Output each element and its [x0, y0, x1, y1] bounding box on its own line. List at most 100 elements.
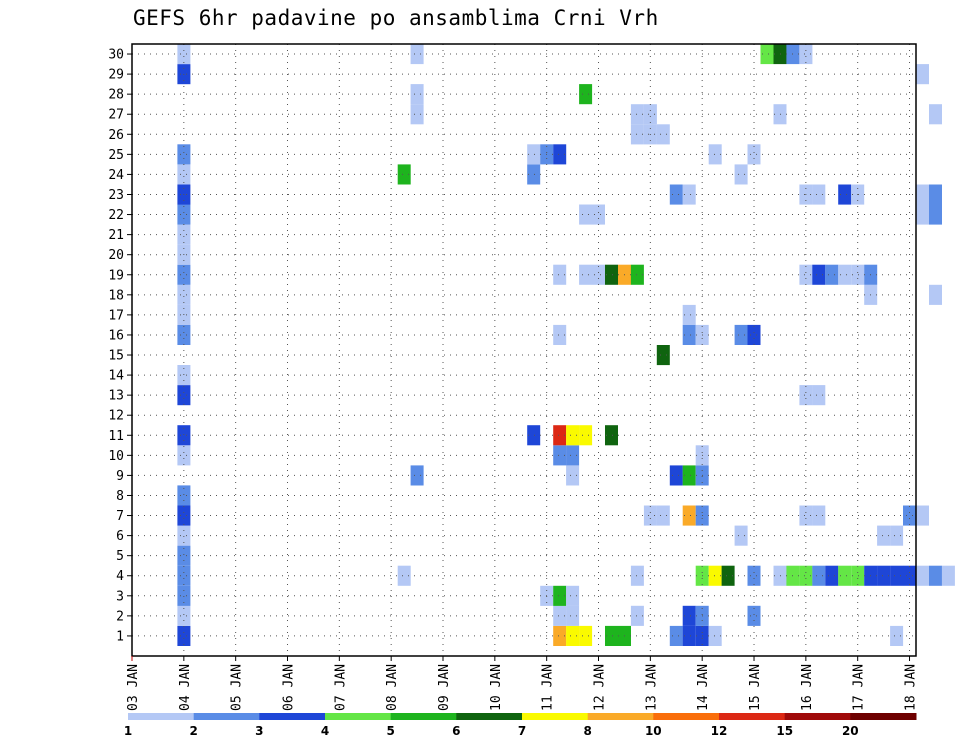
precip-cell	[929, 204, 942, 225]
precip-cell	[656, 505, 670, 526]
precip-cell	[682, 184, 696, 205]
x-tick-label: 03 JAN	[126, 664, 141, 711]
y-tick-label: 3	[116, 589, 124, 604]
y-tick-label: 20	[108, 248, 124, 263]
legend-label: 4	[321, 724, 329, 738]
precip-cell	[941, 565, 955, 586]
precip-cell	[410, 465, 424, 486]
legend-label: 6	[452, 724, 460, 738]
legend-swatch	[587, 713, 654, 720]
legend-label: 2	[190, 724, 198, 738]
precip-cell	[929, 104, 942, 125]
grid-layer	[131, 44, 916, 656]
precip-cell	[643, 104, 657, 125]
precip-cell	[177, 284, 191, 305]
y-tick-label: 4	[116, 569, 124, 584]
precip-cell	[177, 585, 191, 606]
precip-cell	[656, 124, 670, 145]
precip-cell	[566, 445, 580, 466]
precip-cell	[177, 605, 191, 626]
precip-cell	[553, 445, 567, 466]
precip-cell	[812, 505, 826, 526]
precip-cell	[605, 625, 618, 646]
precip-cell	[177, 505, 191, 526]
x-tick-label: 04 JAN	[178, 664, 193, 711]
y-tick-label: 8	[116, 489, 124, 504]
y-tick-label: 9	[116, 469, 124, 484]
precip-cell	[812, 264, 826, 285]
precip-cell	[747, 324, 761, 345]
precip-cell	[397, 565, 411, 586]
precip-cell	[410, 84, 424, 105]
precip-cell	[916, 204, 929, 225]
precip-cell	[630, 124, 644, 145]
x-tick-label: 12 JAN	[593, 664, 608, 711]
y-tick-label: 12	[108, 409, 124, 424]
precip-cell	[566, 605, 580, 626]
precip-cell	[177, 525, 191, 546]
legend-label: 1	[124, 724, 132, 738]
legend-swatch	[719, 713, 786, 720]
precip-cell	[656, 345, 670, 366]
precip-cell	[177, 44, 191, 65]
precip-cell	[579, 204, 593, 225]
y-tick-label: 25	[108, 148, 124, 163]
precip-cell	[177, 485, 191, 506]
y-tick-label: 26	[108, 128, 124, 143]
precip-cell	[825, 565, 839, 586]
precip-cell	[527, 164, 541, 185]
precip-cell	[553, 425, 567, 446]
precip-cell	[682, 465, 696, 486]
precip-cell	[838, 565, 852, 586]
legend-swatch	[456, 713, 523, 720]
precip-cell	[553, 605, 567, 626]
precip-cell	[410, 44, 424, 65]
legend-swatch	[653, 713, 720, 720]
y-tick-label: 18	[108, 288, 124, 303]
precip-cell	[890, 565, 904, 586]
precip-cell	[760, 44, 774, 65]
legend-swatch	[522, 713, 589, 720]
precip-cell	[669, 625, 683, 646]
y-tick-label: 28	[108, 88, 124, 103]
y-tick-label: 24	[108, 168, 124, 183]
precip-cell	[630, 264, 644, 285]
legend-swatch	[259, 713, 326, 720]
y-tick-label: 30	[108, 48, 124, 63]
y-tick-label: 5	[116, 549, 124, 564]
legend-label: 15	[776, 724, 793, 738]
precip-cell	[851, 264, 865, 285]
precip-cell	[630, 104, 644, 125]
y-tick-label: 19	[108, 268, 124, 283]
legend-label: 10	[645, 724, 662, 738]
precip-cell	[566, 625, 580, 646]
y-tick-label: 1	[116, 629, 124, 644]
precip-cell	[708, 625, 722, 646]
precip-cell	[177, 365, 191, 386]
precip-cell	[177, 224, 191, 245]
chart-title: GEFS 6hr padavine po ansamblima Crni Vrh	[133, 6, 659, 30]
precip-cell	[877, 565, 891, 586]
precip-cell	[553, 144, 567, 165]
precip-cell	[177, 545, 191, 566]
precip-cell	[903, 505, 916, 526]
precip-cell	[747, 565, 761, 586]
precip-cell	[177, 445, 191, 466]
y-tick-label: 11	[108, 429, 124, 444]
x-tick-label: 13 JAN	[644, 664, 659, 711]
legend-swatch	[850, 713, 917, 720]
legend-swatch	[784, 713, 851, 720]
precip-cell	[630, 605, 644, 626]
precip-cell	[812, 565, 826, 586]
legend-label: 12	[711, 724, 728, 738]
x-tick-label: 15 JAN	[748, 664, 763, 711]
precip-cell	[929, 565, 942, 586]
precip-cell	[630, 565, 644, 586]
precip-cell	[747, 605, 761, 626]
precip-cell	[592, 204, 605, 225]
x-axis: 03 JAN 04 JAN 05 JAN 06 JAN 07 JAN 08 JAN 09 J…	[126, 656, 919, 711]
precip-cell	[929, 184, 942, 205]
precip-cell	[916, 565, 929, 586]
precip-cell	[669, 465, 683, 486]
